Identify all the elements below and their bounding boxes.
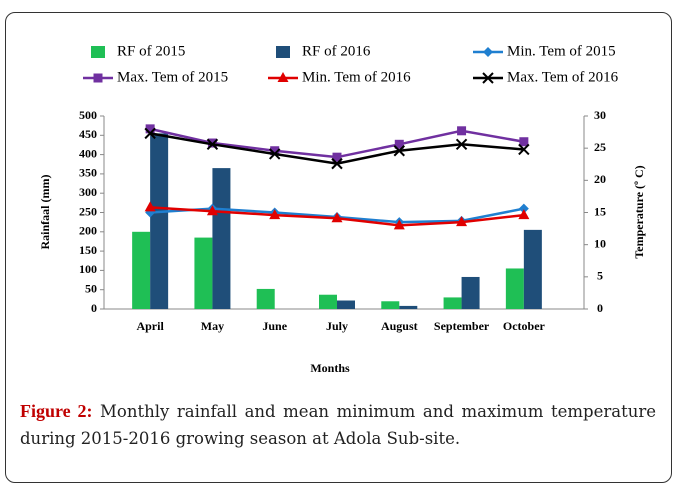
point (518, 203, 529, 214)
point (331, 157, 343, 170)
y2-tick-label: 30 (594, 108, 606, 122)
bar (212, 168, 231, 309)
x-tick-label: June (262, 319, 287, 333)
point (270, 146, 280, 156)
y2-tick-label: 25 (594, 140, 606, 154)
y-tick-label: 100 (79, 262, 97, 276)
point (331, 212, 343, 223)
bar (150, 133, 169, 309)
x-tick-label: May (201, 319, 224, 333)
point (519, 137, 529, 147)
y2-axis-title: Temperature (º C) (632, 165, 646, 258)
y-tick-label: 350 (79, 166, 97, 180)
bar (319, 294, 337, 309)
legend-label: RF of 2015 (117, 43, 185, 59)
legend-label: Max. Tem of 2015 (117, 69, 228, 85)
caption-text: Monthly rainfall and mean minimum and ma… (20, 402, 657, 448)
point (206, 205, 218, 216)
point (393, 219, 405, 230)
point (457, 126, 467, 136)
bar (256, 288, 275, 309)
y-tick-label: 500 (79, 108, 97, 122)
legend-marker (93, 73, 103, 83)
point (332, 152, 342, 162)
point (394, 139, 404, 149)
point (393, 145, 405, 157)
x-tick-label: July (326, 319, 348, 333)
point (455, 138, 468, 151)
point (456, 216, 468, 227)
y2-tick-label: 0 (597, 301, 603, 315)
y-tick-label: 450 (79, 127, 97, 141)
chart: Months Rainfaal (mm) Temperature (º C) 0… (38, 43, 646, 375)
y-tick-label: 50 (85, 281, 97, 295)
point (206, 138, 219, 151)
y2-tick-label: 20 (594, 172, 606, 186)
point (145, 124, 155, 134)
y2-tick-label: 5 (597, 269, 603, 283)
legend-marker (277, 72, 289, 82)
legend-swatch (276, 46, 290, 58)
y2-tick-label: 15 (594, 204, 606, 218)
legend-swatch (91, 46, 105, 58)
legend-label: Max. Tem of 2016 (507, 69, 619, 85)
x-tick-label: August (381, 319, 418, 333)
x-tick-label: September (434, 319, 490, 333)
legend-marker (483, 47, 493, 57)
x-tick-label: April (136, 319, 164, 333)
legend-label: Min. Tem of 2015 (507, 43, 616, 59)
bar (381, 301, 400, 309)
bar (337, 300, 355, 309)
legend-label: Min. Tem of 2016 (302, 69, 411, 85)
y-axis-title: Rainfaal (mm) (38, 175, 52, 250)
y2-tick-label: 10 (594, 236, 606, 250)
caption-label: Figure 2: (20, 401, 93, 421)
bar (505, 268, 524, 309)
y-tick-label: 400 (79, 146, 97, 160)
x-tick-label: October (503, 319, 546, 333)
y-tick-label: 150 (79, 243, 97, 257)
point (144, 127, 156, 140)
y-tick-label: 0 (91, 301, 97, 315)
y-tick-label: 300 (79, 185, 97, 199)
caption: Figure 2: Monthly rainfall and mean mini… (20, 398, 656, 452)
point (269, 209, 281, 220)
x-axis-title: Months (310, 361, 350, 375)
bar (443, 297, 462, 309)
y-tick-label: 200 (79, 224, 97, 238)
point (144, 201, 156, 212)
figure-frame (5, 12, 672, 483)
bar (523, 229, 542, 309)
legend-marker (482, 72, 494, 84)
y-tick-label: 250 (79, 204, 97, 218)
bar (132, 231, 151, 309)
point (269, 148, 281, 160)
point (518, 209, 530, 220)
bar (461, 276, 480, 309)
legend-label: RF of 2016 (302, 43, 371, 59)
point (518, 143, 530, 156)
bar (399, 305, 418, 309)
bar (194, 237, 213, 309)
